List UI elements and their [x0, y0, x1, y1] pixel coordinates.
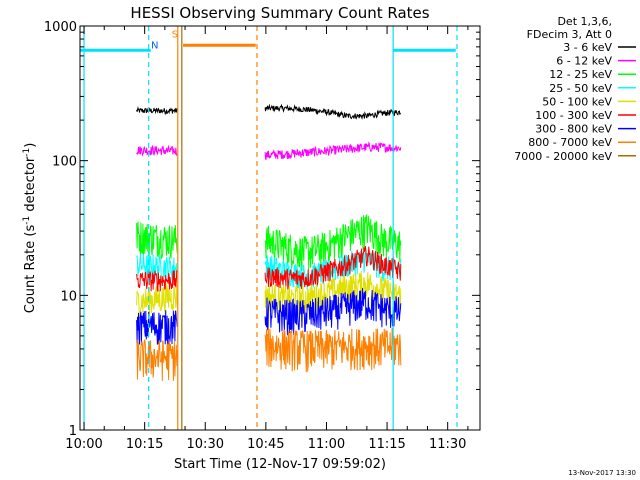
- series-line-0-seg-0: [136, 105, 178, 116]
- marker-layer: NS: [80, 26, 458, 430]
- x-tick-label-0: 10:00: [65, 437, 102, 452]
- series-line-5-seg-1: [264, 246, 402, 290]
- y-axis-label: Count Rate (s-1 detector-1): [22, 143, 38, 314]
- y-tick-label-3: 1000: [44, 20, 77, 35]
- y-tick-label-1: 10: [60, 289, 77, 304]
- series-line-6-seg-0: [136, 310, 178, 346]
- x-tick-label-4: 11:00: [308, 437, 345, 452]
- series-line-7-seg-1: [264, 327, 402, 373]
- series-1: [136, 141, 402, 160]
- legend-label-1: 6 - 12 keV: [556, 55, 612, 68]
- legend-label-0: 3 - 6 keV: [563, 41, 612, 54]
- series-line-1-seg-0: [136, 144, 178, 157]
- legend-label-8: 7000 - 20000 keV: [514, 150, 612, 163]
- x-tick-label-2: 10:30: [187, 437, 224, 452]
- series-7: [136, 327, 402, 381]
- x-tick-label-6: 11:30: [429, 437, 466, 452]
- legend-label-5: 100 - 300 keV: [535, 109, 612, 122]
- legend-label-3: 25 - 50 keV: [549, 82, 612, 95]
- legend-label-7: 800 - 7000 keV: [528, 136, 612, 149]
- x-tick-label-3: 10:45: [247, 437, 284, 452]
- series-6: [136, 288, 402, 346]
- annotation-0: N: [151, 41, 158, 52]
- series-line-6-seg-1: [264, 288, 402, 336]
- series-line-0-seg-1: [264, 103, 401, 120]
- footer-timestamp: 13-Nov-2017 13:30: [568, 469, 636, 477]
- legend-label-6: 300 - 800 keV: [535, 123, 612, 136]
- y-tick-label-0: 1: [69, 424, 77, 439]
- legend-label-4: 50 - 100 keV: [542, 95, 612, 108]
- annotation-1: S: [172, 30, 178, 41]
- series-line-5-seg-0: [136, 270, 178, 293]
- series-line-7-seg-0: [136, 338, 178, 381]
- legend-label-2: 12 - 25 keV: [549, 68, 612, 81]
- x-tick-label-1: 10:15: [126, 437, 163, 452]
- legend-header-1: FDecim 3, Att 0: [527, 28, 612, 41]
- ticks-layer: 10:00 10:15 10:30 10:45 11:00 11:15 11:30 1 10 10…: [44, 20, 480, 452]
- y-tick-label-2: 100: [52, 155, 77, 170]
- chart-title: HESSI Observing Summary Count Rates: [130, 4, 429, 22]
- legend-header-0: Det 1,3,6,: [557, 15, 612, 28]
- plot-frame: [79, 25, 481, 431]
- series-layer: [136, 103, 402, 381]
- x-axis-label: Start Time (12-Nov-17 09:59:02): [174, 457, 386, 472]
- series-5: [136, 246, 402, 293]
- series-line-3-seg-0: [136, 253, 178, 282]
- series-line-1-seg-1: [264, 141, 402, 160]
- x-tick-label-5: 11:15: [368, 437, 405, 452]
- series-0: [136, 103, 401, 120]
